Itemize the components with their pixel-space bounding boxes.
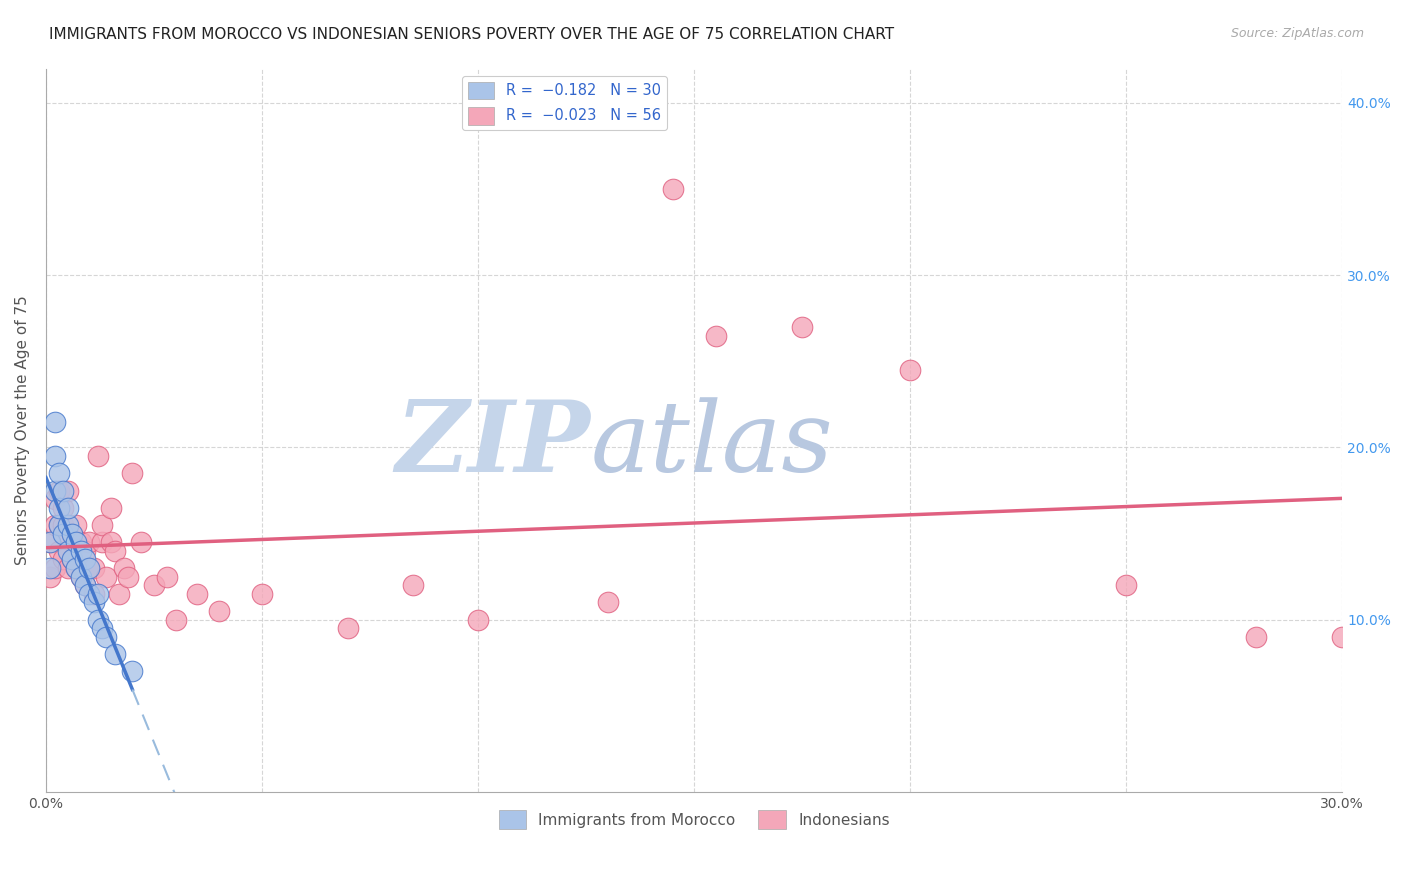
Point xyxy=(91,621,114,635)
Point xyxy=(165,613,187,627)
Point xyxy=(44,415,66,429)
Point xyxy=(96,630,118,644)
Point xyxy=(1244,630,1267,644)
Point xyxy=(69,535,91,549)
Point xyxy=(96,569,118,583)
Point xyxy=(129,535,152,549)
Point xyxy=(52,500,75,515)
Point xyxy=(39,569,62,583)
Point xyxy=(402,578,425,592)
Text: Source: ZipAtlas.com: Source: ZipAtlas.com xyxy=(1230,27,1364,40)
Point xyxy=(44,518,66,533)
Point xyxy=(44,449,66,463)
Point xyxy=(44,483,66,498)
Point xyxy=(77,561,100,575)
Point xyxy=(52,552,75,566)
Point xyxy=(52,526,75,541)
Text: atlas: atlas xyxy=(591,397,834,492)
Point xyxy=(100,500,122,515)
Point xyxy=(83,587,105,601)
Text: IMMIGRANTS FROM MOROCCO VS INDONESIAN SENIORS POVERTY OVER THE AGE OF 75 CORRELA: IMMIGRANTS FROM MOROCCO VS INDONESIAN SE… xyxy=(49,27,894,42)
Point xyxy=(56,483,79,498)
Point xyxy=(56,526,79,541)
Point xyxy=(56,500,79,515)
Legend: Immigrants from Morocco, Indonesians: Immigrants from Morocco, Indonesians xyxy=(492,804,896,835)
Point xyxy=(69,569,91,583)
Point xyxy=(60,526,83,541)
Point xyxy=(156,569,179,583)
Point xyxy=(56,518,79,533)
Point xyxy=(48,467,70,481)
Point xyxy=(1115,578,1137,592)
Y-axis label: Seniors Poverty Over the Age of 75: Seniors Poverty Over the Age of 75 xyxy=(15,295,30,566)
Point xyxy=(91,535,114,549)
Point xyxy=(83,595,105,609)
Point xyxy=(60,526,83,541)
Point xyxy=(48,544,70,558)
Text: ZIP: ZIP xyxy=(395,396,591,493)
Point xyxy=(48,500,70,515)
Point xyxy=(65,561,87,575)
Point xyxy=(250,587,273,601)
Point xyxy=(1331,630,1354,644)
Point xyxy=(77,535,100,549)
Point xyxy=(39,535,62,549)
Point xyxy=(56,561,79,575)
Point xyxy=(91,518,114,533)
Point xyxy=(104,544,127,558)
Point xyxy=(143,578,166,592)
Point xyxy=(112,561,135,575)
Point xyxy=(104,647,127,661)
Point xyxy=(65,535,87,549)
Point xyxy=(69,569,91,583)
Point xyxy=(596,595,619,609)
Point xyxy=(60,552,83,566)
Point xyxy=(704,328,727,343)
Point xyxy=(48,518,70,533)
Point xyxy=(208,604,231,618)
Point xyxy=(65,535,87,549)
Point xyxy=(48,518,70,533)
Point xyxy=(39,535,62,549)
Point xyxy=(121,467,143,481)
Point xyxy=(39,561,62,575)
Point xyxy=(186,587,208,601)
Point xyxy=(73,544,96,558)
Point xyxy=(77,587,100,601)
Point xyxy=(44,561,66,575)
Point xyxy=(73,578,96,592)
Point xyxy=(337,621,360,635)
Point xyxy=(87,449,110,463)
Point xyxy=(73,552,96,566)
Point xyxy=(117,569,139,583)
Point xyxy=(73,578,96,592)
Point xyxy=(100,535,122,549)
Point xyxy=(87,613,110,627)
Point xyxy=(121,665,143,679)
Point xyxy=(467,613,489,627)
Point xyxy=(52,518,75,533)
Point xyxy=(44,492,66,507)
Point xyxy=(60,552,83,566)
Point xyxy=(87,587,110,601)
Point xyxy=(661,182,683,196)
Point xyxy=(77,561,100,575)
Point xyxy=(108,587,131,601)
Point xyxy=(898,363,921,377)
Point xyxy=(65,518,87,533)
Point xyxy=(52,483,75,498)
Point xyxy=(65,561,87,575)
Point xyxy=(48,483,70,498)
Point xyxy=(83,561,105,575)
Point xyxy=(792,319,814,334)
Point xyxy=(69,544,91,558)
Point xyxy=(56,544,79,558)
